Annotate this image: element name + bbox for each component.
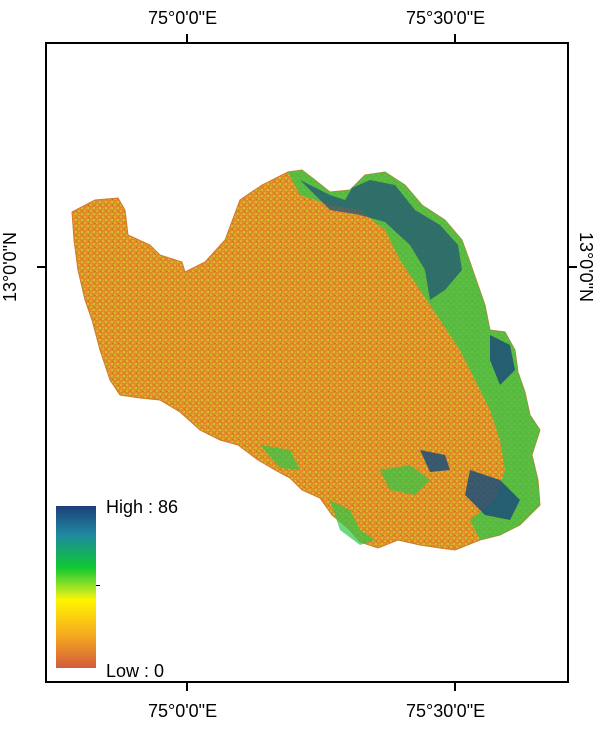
top-longitude-label-2: 75°30'0"E bbox=[406, 8, 486, 28]
green-patches-south bbox=[260, 445, 430, 545]
bottom-longitude-label-1: 75°0'0"E bbox=[148, 701, 218, 721]
high-value-patches bbox=[300, 180, 462, 300]
bottom-longitude-label-2: 75°30'0"E bbox=[406, 701, 486, 721]
bottom-tick-75-30 bbox=[454, 683, 456, 691]
bottom-tick-75-0 bbox=[186, 683, 188, 691]
left-tick-13-0 bbox=[37, 266, 45, 268]
high-value-patches-south bbox=[420, 335, 520, 520]
right-tick-13-0 bbox=[569, 266, 577, 268]
legend-low-label: Low : 0 bbox=[106, 661, 165, 681]
top-tick-75-0 bbox=[186, 34, 188, 42]
top-longitude-label-1: 75°0'0"E bbox=[148, 8, 218, 28]
legend-high-label: High : 86 bbox=[106, 497, 179, 517]
legend-color-ramp bbox=[56, 506, 96, 668]
legend-tick-mid bbox=[96, 585, 100, 586]
top-tick-75-30 bbox=[454, 34, 456, 42]
